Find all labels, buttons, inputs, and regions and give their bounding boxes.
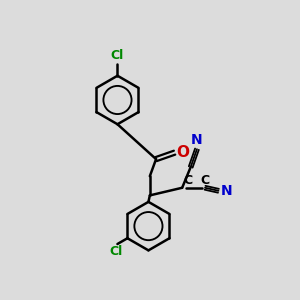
- Text: Cl: Cl: [110, 245, 123, 258]
- Text: C: C: [200, 174, 209, 187]
- Text: C: C: [183, 174, 192, 187]
- Text: Cl: Cl: [111, 49, 124, 62]
- Text: N: N: [220, 184, 232, 198]
- Text: O: O: [176, 145, 189, 160]
- Text: N: N: [191, 133, 203, 147]
